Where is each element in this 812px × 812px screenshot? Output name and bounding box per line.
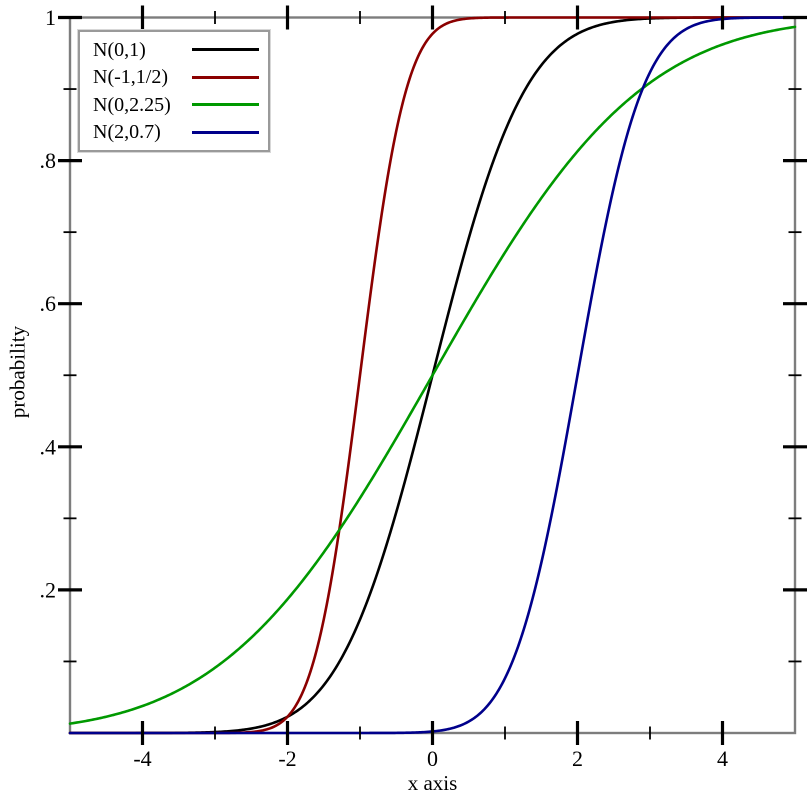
svg-text:1: 1 (45, 5, 56, 30)
x-axis-label: x axis (407, 771, 458, 795)
svg-text:.6: .6 (40, 291, 57, 316)
legend-label: N(0,1) (93, 38, 146, 61)
legend-line-swatch (192, 48, 259, 52)
svg-text:4: 4 (717, 746, 728, 771)
legend-line-swatch (192, 103, 259, 107)
legend-label: N(0,2.25) (93, 93, 171, 116)
y-axis-label: probability (5, 325, 30, 419)
legend: N(0,1) N(-1,1/2) N(0,2.25) N(2,0.7) (78, 30, 270, 152)
svg-text:2: 2 (572, 746, 583, 771)
legend-label: N(-1,1/2) (93, 66, 168, 89)
legend-item: N(0,1) (93, 36, 259, 64)
legend-line-swatch (192, 130, 259, 134)
svg-text:.2: .2 (40, 577, 57, 602)
svg-text:.4: .4 (40, 434, 57, 459)
legend-line-swatch (192, 75, 259, 79)
svg-text:-4: -4 (133, 746, 151, 771)
svg-text:.8: .8 (40, 148, 57, 173)
legend-item: N(2,0.7) (93, 119, 259, 147)
legend-label: N(2,0.7) (93, 121, 161, 144)
legend-item: N(-1,1/2) (93, 64, 259, 92)
svg-text:0: 0 (427, 746, 438, 771)
svg-text:-2: -2 (278, 746, 296, 771)
legend-item: N(0,2.25) (93, 91, 259, 119)
